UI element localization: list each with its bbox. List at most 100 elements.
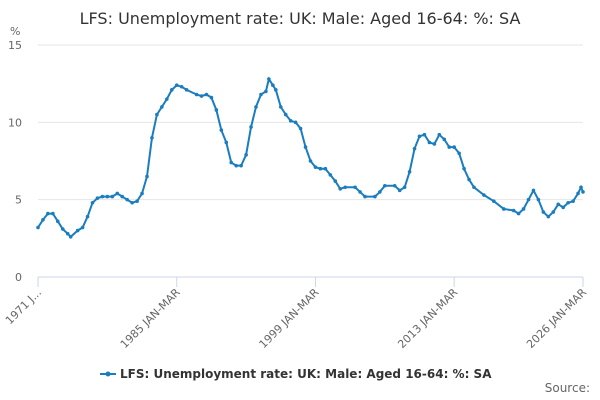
data-point <box>392 183 397 188</box>
data-point <box>120 194 125 199</box>
data-point <box>293 120 298 125</box>
data-point <box>130 200 134 205</box>
data-point <box>536 197 541 202</box>
data-point <box>412 146 417 151</box>
data-point <box>184 88 189 92</box>
data-point <box>194 92 199 97</box>
x-tick-label: 1985 JAN-MAR <box>118 286 183 351</box>
data-point <box>140 191 144 196</box>
data-point <box>254 105 258 109</box>
data-point <box>422 132 427 137</box>
data-point <box>264 89 268 94</box>
data-point <box>244 153 248 157</box>
legend-marker <box>105 371 111 377</box>
data-point <box>402 185 407 190</box>
data-point <box>427 140 432 145</box>
data-point <box>160 105 164 109</box>
data-point <box>249 125 253 129</box>
data-point <box>60 227 65 231</box>
data-point <box>551 210 556 214</box>
data-point <box>68 234 73 239</box>
data-point <box>85 214 90 219</box>
data-point <box>110 194 115 199</box>
data-point <box>125 197 129 202</box>
data-point <box>447 145 452 149</box>
data-point <box>442 137 447 142</box>
data-point <box>576 191 580 196</box>
data-point <box>90 200 95 205</box>
y-tick-label: 0 <box>15 271 22 284</box>
data-point <box>115 191 120 196</box>
data-point <box>169 88 174 92</box>
data-point <box>234 163 238 168</box>
data-point <box>36 225 40 230</box>
data-point <box>566 200 570 205</box>
data-point <box>179 84 184 89</box>
data-point <box>417 134 422 139</box>
data-point <box>333 179 338 183</box>
data-point <box>318 166 323 171</box>
data-point <box>174 83 179 88</box>
data-point <box>452 145 456 149</box>
data-point <box>432 142 437 146</box>
x-tick-label: 1999 JAN-MAR <box>257 286 322 351</box>
data-point <box>546 214 551 219</box>
data-point <box>224 140 229 145</box>
data-point <box>150 136 154 140</box>
data-point <box>338 187 343 191</box>
data-point <box>541 210 546 214</box>
data-point <box>313 165 318 169</box>
data-point <box>407 170 412 174</box>
source: Source: <box>545 381 590 395</box>
data-point <box>95 196 100 200</box>
data-point <box>155 112 159 117</box>
data-point <box>511 208 516 213</box>
data-point <box>229 160 234 165</box>
data-point <box>437 132 442 137</box>
data-point <box>492 199 496 204</box>
data-point <box>457 151 461 156</box>
data-point <box>46 211 50 216</box>
data-point <box>531 188 536 193</box>
y-tick-label: 15 <box>8 39 22 52</box>
data-point <box>516 211 521 216</box>
data-point <box>65 231 70 236</box>
data-point <box>561 205 565 210</box>
data-point <box>501 207 506 211</box>
data-point <box>467 177 471 182</box>
y-tick-label: 10 <box>8 116 22 129</box>
data-point <box>343 185 347 190</box>
data-point <box>199 94 204 98</box>
data-point <box>581 190 585 194</box>
data-point <box>571 199 575 204</box>
data-point <box>259 92 263 97</box>
data-point <box>579 185 583 190</box>
data-point <box>303 145 308 149</box>
legend-label: LFS: Unemployment rate: UK: Male: Aged 1… <box>120 367 492 381</box>
data-point <box>397 188 402 193</box>
data-point <box>521 207 526 211</box>
data-point <box>383 183 387 188</box>
data-point <box>278 105 283 109</box>
series-line <box>37 76 584 239</box>
data-point <box>283 112 288 117</box>
data-point <box>145 174 149 179</box>
data-point <box>41 217 45 222</box>
data-point <box>135 199 139 204</box>
data-point <box>56 219 60 224</box>
data-point <box>165 97 169 101</box>
chart-title: LFS: Unemployment rate: UK: Male: Aged 1… <box>80 9 521 28</box>
data-point <box>204 92 209 97</box>
data-point <box>51 211 55 216</box>
data-point <box>214 108 219 112</box>
data-point <box>378 190 382 194</box>
y-axis-label: % <box>10 25 20 38</box>
data-point <box>328 173 333 177</box>
data-point <box>526 197 531 202</box>
x-tick-label: 2013 JAN-MAR <box>395 286 460 351</box>
data-point <box>462 166 466 171</box>
data-point <box>267 77 271 81</box>
data-point <box>472 185 476 190</box>
